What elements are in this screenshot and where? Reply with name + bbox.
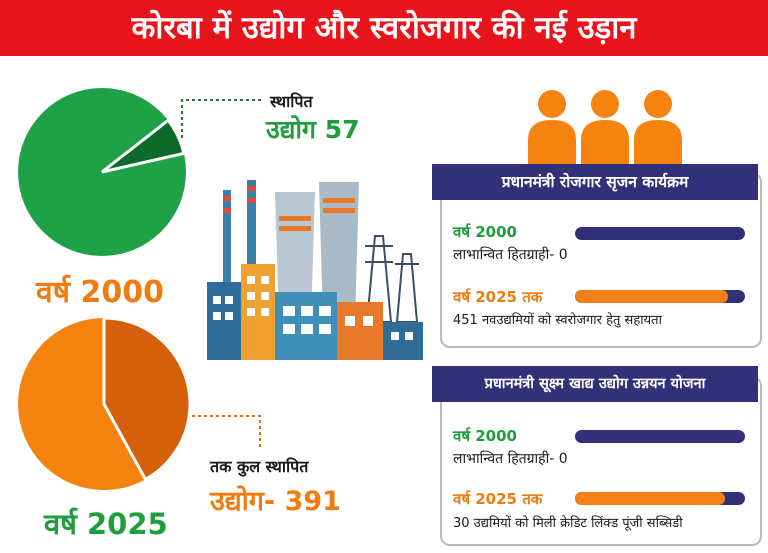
- card-1-row1-year: वर्ष 2000: [453, 223, 517, 241]
- pie-chart-2025: [18, 316, 192, 490]
- label-2025-line1: तक कुल स्थापित: [210, 457, 309, 476]
- card-1-heading: प्रधानमंत्री रोजगार सृजन कार्यक्रम: [432, 164, 758, 200]
- card-1-row1-text: लाभान्वित हितग्राही- 0: [453, 247, 568, 263]
- connector-2000: [181, 99, 264, 138]
- title-banner: [0, 0, 768, 56]
- year-label-2000: वर्ष 2000: [36, 275, 164, 310]
- label-2025-line2: उद्योग- 391: [210, 486, 341, 517]
- scheme-card-pmegp: [440, 172, 762, 348]
- card-2-row1-year: वर्ष 2000: [453, 427, 517, 445]
- card-2-row2-bar-fill: [575, 492, 725, 505]
- card-1-row1-bar: [575, 227, 745, 240]
- card-2-row1-bar: [575, 430, 745, 443]
- card-2-row1-text: लाभान्वित हितग्राही- 0: [453, 451, 568, 467]
- card-1-row2-text: 451 नवउद्यमियों को स्वरोजगार हेतु सहायता: [453, 313, 662, 328]
- label-2000-line2: उद्योग 57: [266, 115, 360, 144]
- pie-2000-slice: [101, 118, 186, 174]
- page-title: कोरबा में उद्योग और स्वरोजगार की नई उड़ा…: [131, 10, 637, 46]
- card-2-heading: प्रधानमंत्री सूक्ष्म खाद्य उद्योग उन्नयन…: [432, 366, 758, 402]
- card-2-row2-bar: [575, 492, 745, 505]
- card-2-row2-text: 30 उद्यमियों को मिली क्रेडिट लिंक्ड पूंज…: [453, 516, 683, 531]
- people-icon: [528, 90, 682, 176]
- year-label-2025: वर्ष 2025: [44, 507, 168, 541]
- connector-2025: [192, 415, 261, 450]
- card-1-row2-bar-fill: [575, 290, 728, 303]
- card-2-row2-year: वर्ष 2025 तक: [453, 490, 543, 508]
- scheme-card-pmfme: [440, 376, 762, 546]
- factory-illustration: [207, 180, 423, 360]
- label-2000-line1: स्थापित: [270, 92, 313, 111]
- card-1-row2-year: वर्ष 2025 तक: [453, 288, 543, 306]
- card-1-row2-bar: [575, 290, 745, 303]
- pie-chart-2000: [18, 88, 186, 256]
- pie-2025-slice: [102, 316, 192, 482]
